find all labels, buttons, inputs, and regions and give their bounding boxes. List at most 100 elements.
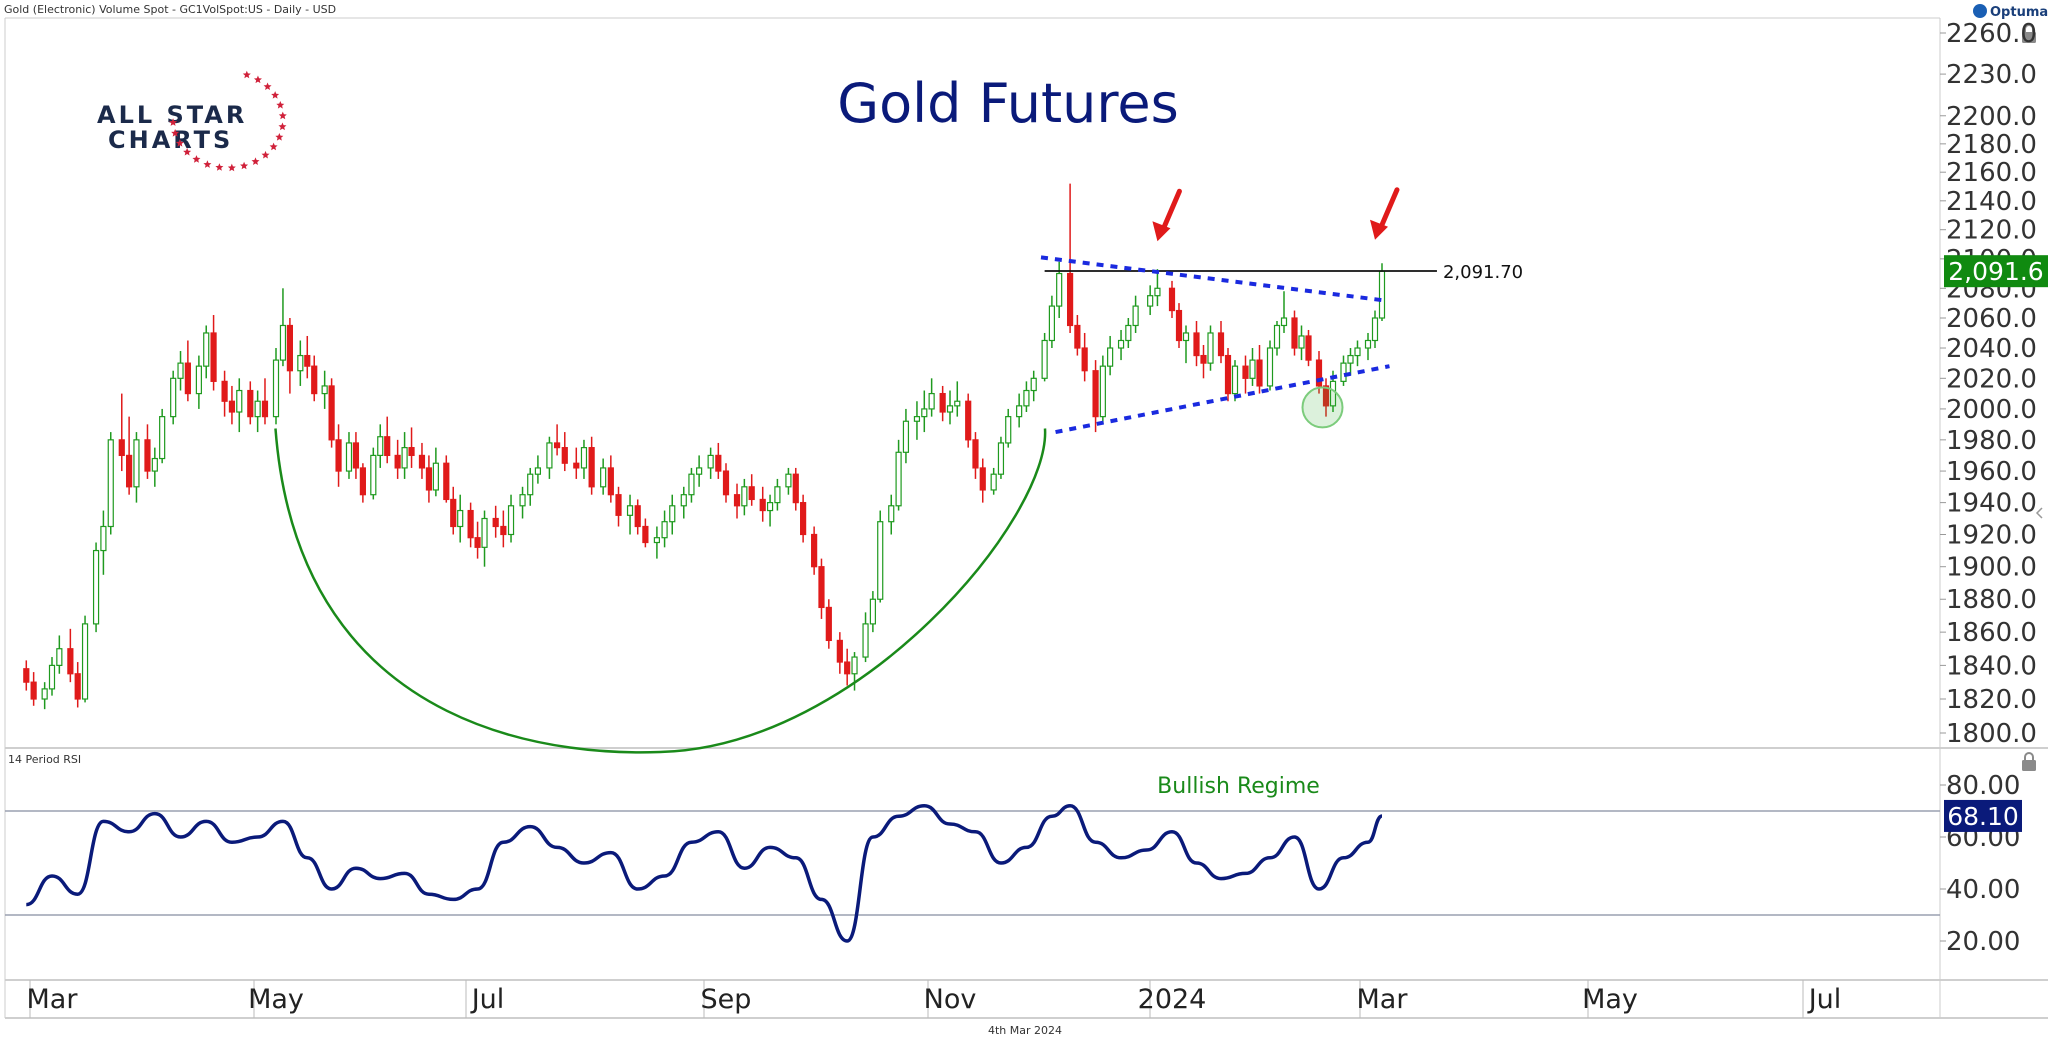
candle <box>722 463 730 503</box>
candle <box>92 542 100 633</box>
candle-body <box>902 420 910 453</box>
candle-body <box>335 439 342 472</box>
price-y-tick-label: 1940.0 <box>1946 489 2037 519</box>
candle-body <box>1048 305 1056 342</box>
candle-body <box>653 537 661 544</box>
candle-body <box>184 362 191 395</box>
candle-body <box>1182 332 1190 342</box>
price-y-tick-label: 2200.0 <box>1946 102 2037 132</box>
price-y-tick-label: 1800.0 <box>1946 719 2037 749</box>
price-y-tick-label: 1980.0 <box>1946 426 2037 456</box>
logo-stars <box>169 70 287 172</box>
candle-body <box>507 505 515 536</box>
candle-body <box>869 598 876 625</box>
candle-body <box>844 661 851 675</box>
candle-body <box>1168 287 1176 312</box>
candle <box>913 401 921 440</box>
chart-title: Gold Futures <box>837 72 1178 135</box>
candle <box>946 390 954 425</box>
candle <box>573 447 580 479</box>
candle-body <box>1056 272 1063 307</box>
candle <box>1154 269 1161 307</box>
candle <box>519 486 526 519</box>
candle-body <box>1207 332 1214 364</box>
candle <box>902 408 910 464</box>
candle <box>1023 381 1030 413</box>
candle <box>1217 320 1225 364</box>
candle <box>261 378 269 425</box>
candle <box>184 340 191 402</box>
rsi-lock-icon[interactable] <box>2022 752 2036 771</box>
logo-star-icon <box>175 139 184 147</box>
candle <box>74 662 81 708</box>
candle-body <box>642 525 649 544</box>
candle <box>507 494 515 543</box>
candle-body <box>913 416 921 422</box>
price-y-tick-label: 2140.0 <box>1946 187 2037 217</box>
candle <box>1322 378 1330 417</box>
candle-body <box>888 505 895 523</box>
candle <box>1117 329 1125 361</box>
candle-body <box>979 467 986 491</box>
candle <box>1298 325 1305 361</box>
rsi-title: 14 Period RSI <box>8 753 81 766</box>
candle <box>286 318 294 394</box>
rsi-y-tick-label: 20.00 <box>1946 927 2020 957</box>
candle-body <box>607 467 614 496</box>
candle-body <box>210 332 217 382</box>
logo-star-icon <box>276 100 285 109</box>
candle-body <box>228 400 236 413</box>
candle <box>297 340 304 386</box>
candle <box>1347 348 1354 376</box>
candle <box>432 447 439 497</box>
price-y-tick-label: 2000.0 <box>1946 395 2037 425</box>
candle-body <box>1249 359 1256 379</box>
candle <box>607 455 614 503</box>
upper-trendline <box>1040 255 1383 303</box>
candle <box>236 378 243 433</box>
candle <box>634 499 641 535</box>
candle-body <box>1132 305 1139 327</box>
candle <box>1207 325 1214 371</box>
candle-body <box>707 454 714 469</box>
chevron-left-icon[interactable] <box>2035 507 2043 519</box>
candle-body <box>1354 347 1361 357</box>
rsi-last-value: 68.10 <box>1947 802 2019 831</box>
candle-body <box>352 442 360 469</box>
candle <box>680 486 687 519</box>
candle <box>1182 325 1190 364</box>
candle-body <box>1005 416 1012 444</box>
candle-body <box>133 439 140 488</box>
candle-body <box>774 486 781 504</box>
candle <box>965 393 972 448</box>
candle <box>818 558 825 619</box>
candle <box>1107 335 1114 376</box>
candle-body <box>634 505 641 528</box>
logo-star-icon <box>275 133 284 141</box>
logo-star-icon <box>192 155 201 163</box>
candle-body <box>457 509 464 528</box>
price-y-tick-label: 1880.0 <box>1946 585 2037 615</box>
candle-body <box>92 549 100 625</box>
candle <box>304 335 311 379</box>
candle <box>450 486 457 535</box>
candle <box>474 521 481 559</box>
panel-frames <box>4 17 2048 1019</box>
instrument-label: Gold (Electronic) Volume Spot - GC1VolSp… <box>4 3 336 16</box>
candle <box>1256 345 1263 394</box>
rsi-y-tick-label: 40.00 <box>1946 875 2020 905</box>
candle-body <box>580 447 588 469</box>
candle <box>1168 280 1176 319</box>
candle-body <box>669 505 676 523</box>
candle <box>990 467 997 495</box>
candle-body <box>1066 272 1074 327</box>
candle-body <box>408 447 415 457</box>
candle <box>997 436 1005 479</box>
candle-body <box>432 462 439 491</box>
candle-body <box>418 454 426 469</box>
lock-icon[interactable] <box>2022 24 2036 43</box>
candle <box>321 370 328 409</box>
candle-body <box>818 566 825 609</box>
candle <box>370 447 377 500</box>
candle <box>492 505 499 538</box>
